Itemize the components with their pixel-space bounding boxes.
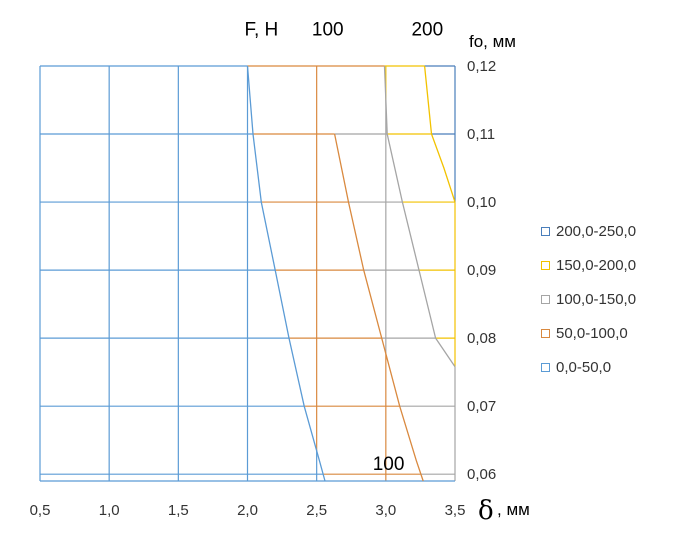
contour-line-100 bbox=[333, 133, 424, 482]
legend-swatch bbox=[541, 294, 550, 304]
legend-item: 50,0-100,0 bbox=[541, 316, 686, 350]
y-tick-label: 0,11 bbox=[467, 126, 495, 143]
legend-label: 150,0-200,0 bbox=[556, 256, 637, 274]
legend-swatch bbox=[541, 362, 550, 372]
legend: 200,0-250,0 150,0-200,0 100,0-150,0 50,0-10… bbox=[541, 214, 686, 384]
contour-annotation: 100 bbox=[373, 454, 405, 475]
legend-swatch bbox=[541, 260, 550, 270]
x-tick-label: 0,5 bbox=[30, 502, 51, 519]
contour-annotation: 100 bbox=[312, 19, 344, 40]
x-axis-symbol: δ bbox=[478, 496, 494, 526]
legend-item: 0,0-50,0 bbox=[541, 350, 686, 384]
x-tick-label: 2,0 bbox=[237, 502, 258, 519]
legend-item: 100,0-150,0 bbox=[541, 282, 686, 316]
y-tick-label: 0,06 bbox=[467, 466, 496, 483]
x-tick-label: 3,5 bbox=[445, 502, 466, 519]
x-tick-label: 2,5 bbox=[306, 502, 327, 519]
legend-label: 0,0-50,0 bbox=[556, 358, 612, 376]
x-tick-label: 1,0 bbox=[99, 502, 120, 519]
legend-label: 50,0-100,0 bbox=[556, 324, 628, 342]
legend-swatch bbox=[541, 226, 550, 236]
contour-line-50 bbox=[246, 65, 326, 482]
y-tick-label: 0,12 bbox=[467, 58, 496, 75]
legend-item: 200,0-250,0 bbox=[541, 214, 686, 248]
x-tick-label: 1,5 bbox=[168, 502, 189, 519]
y-tick-label: 0,09 bbox=[467, 262, 496, 279]
x-tick-label: 3,0 bbox=[375, 502, 396, 519]
y-tick-label: 0,10 bbox=[467, 194, 496, 211]
x-axis-unit: , мм bbox=[497, 500, 530, 519]
contour-annotation: F, Н bbox=[244, 19, 278, 40]
y-tick-label: 0,07 bbox=[467, 398, 496, 415]
contour-line-150 bbox=[383, 65, 456, 368]
y-tick-label: 0,08 bbox=[467, 330, 496, 347]
legend-label: 200,0-250,0 bbox=[556, 222, 637, 240]
legend-item: 150,0-200,0 bbox=[541, 248, 686, 282]
contour-line-200 bbox=[423, 65, 456, 203]
contour-annotation: 200 bbox=[411, 19, 443, 40]
y-axis-label: fo, мм bbox=[469, 32, 516, 51]
legend-swatch bbox=[541, 328, 550, 338]
legend-label: 100,0-150,0 bbox=[556, 290, 637, 308]
